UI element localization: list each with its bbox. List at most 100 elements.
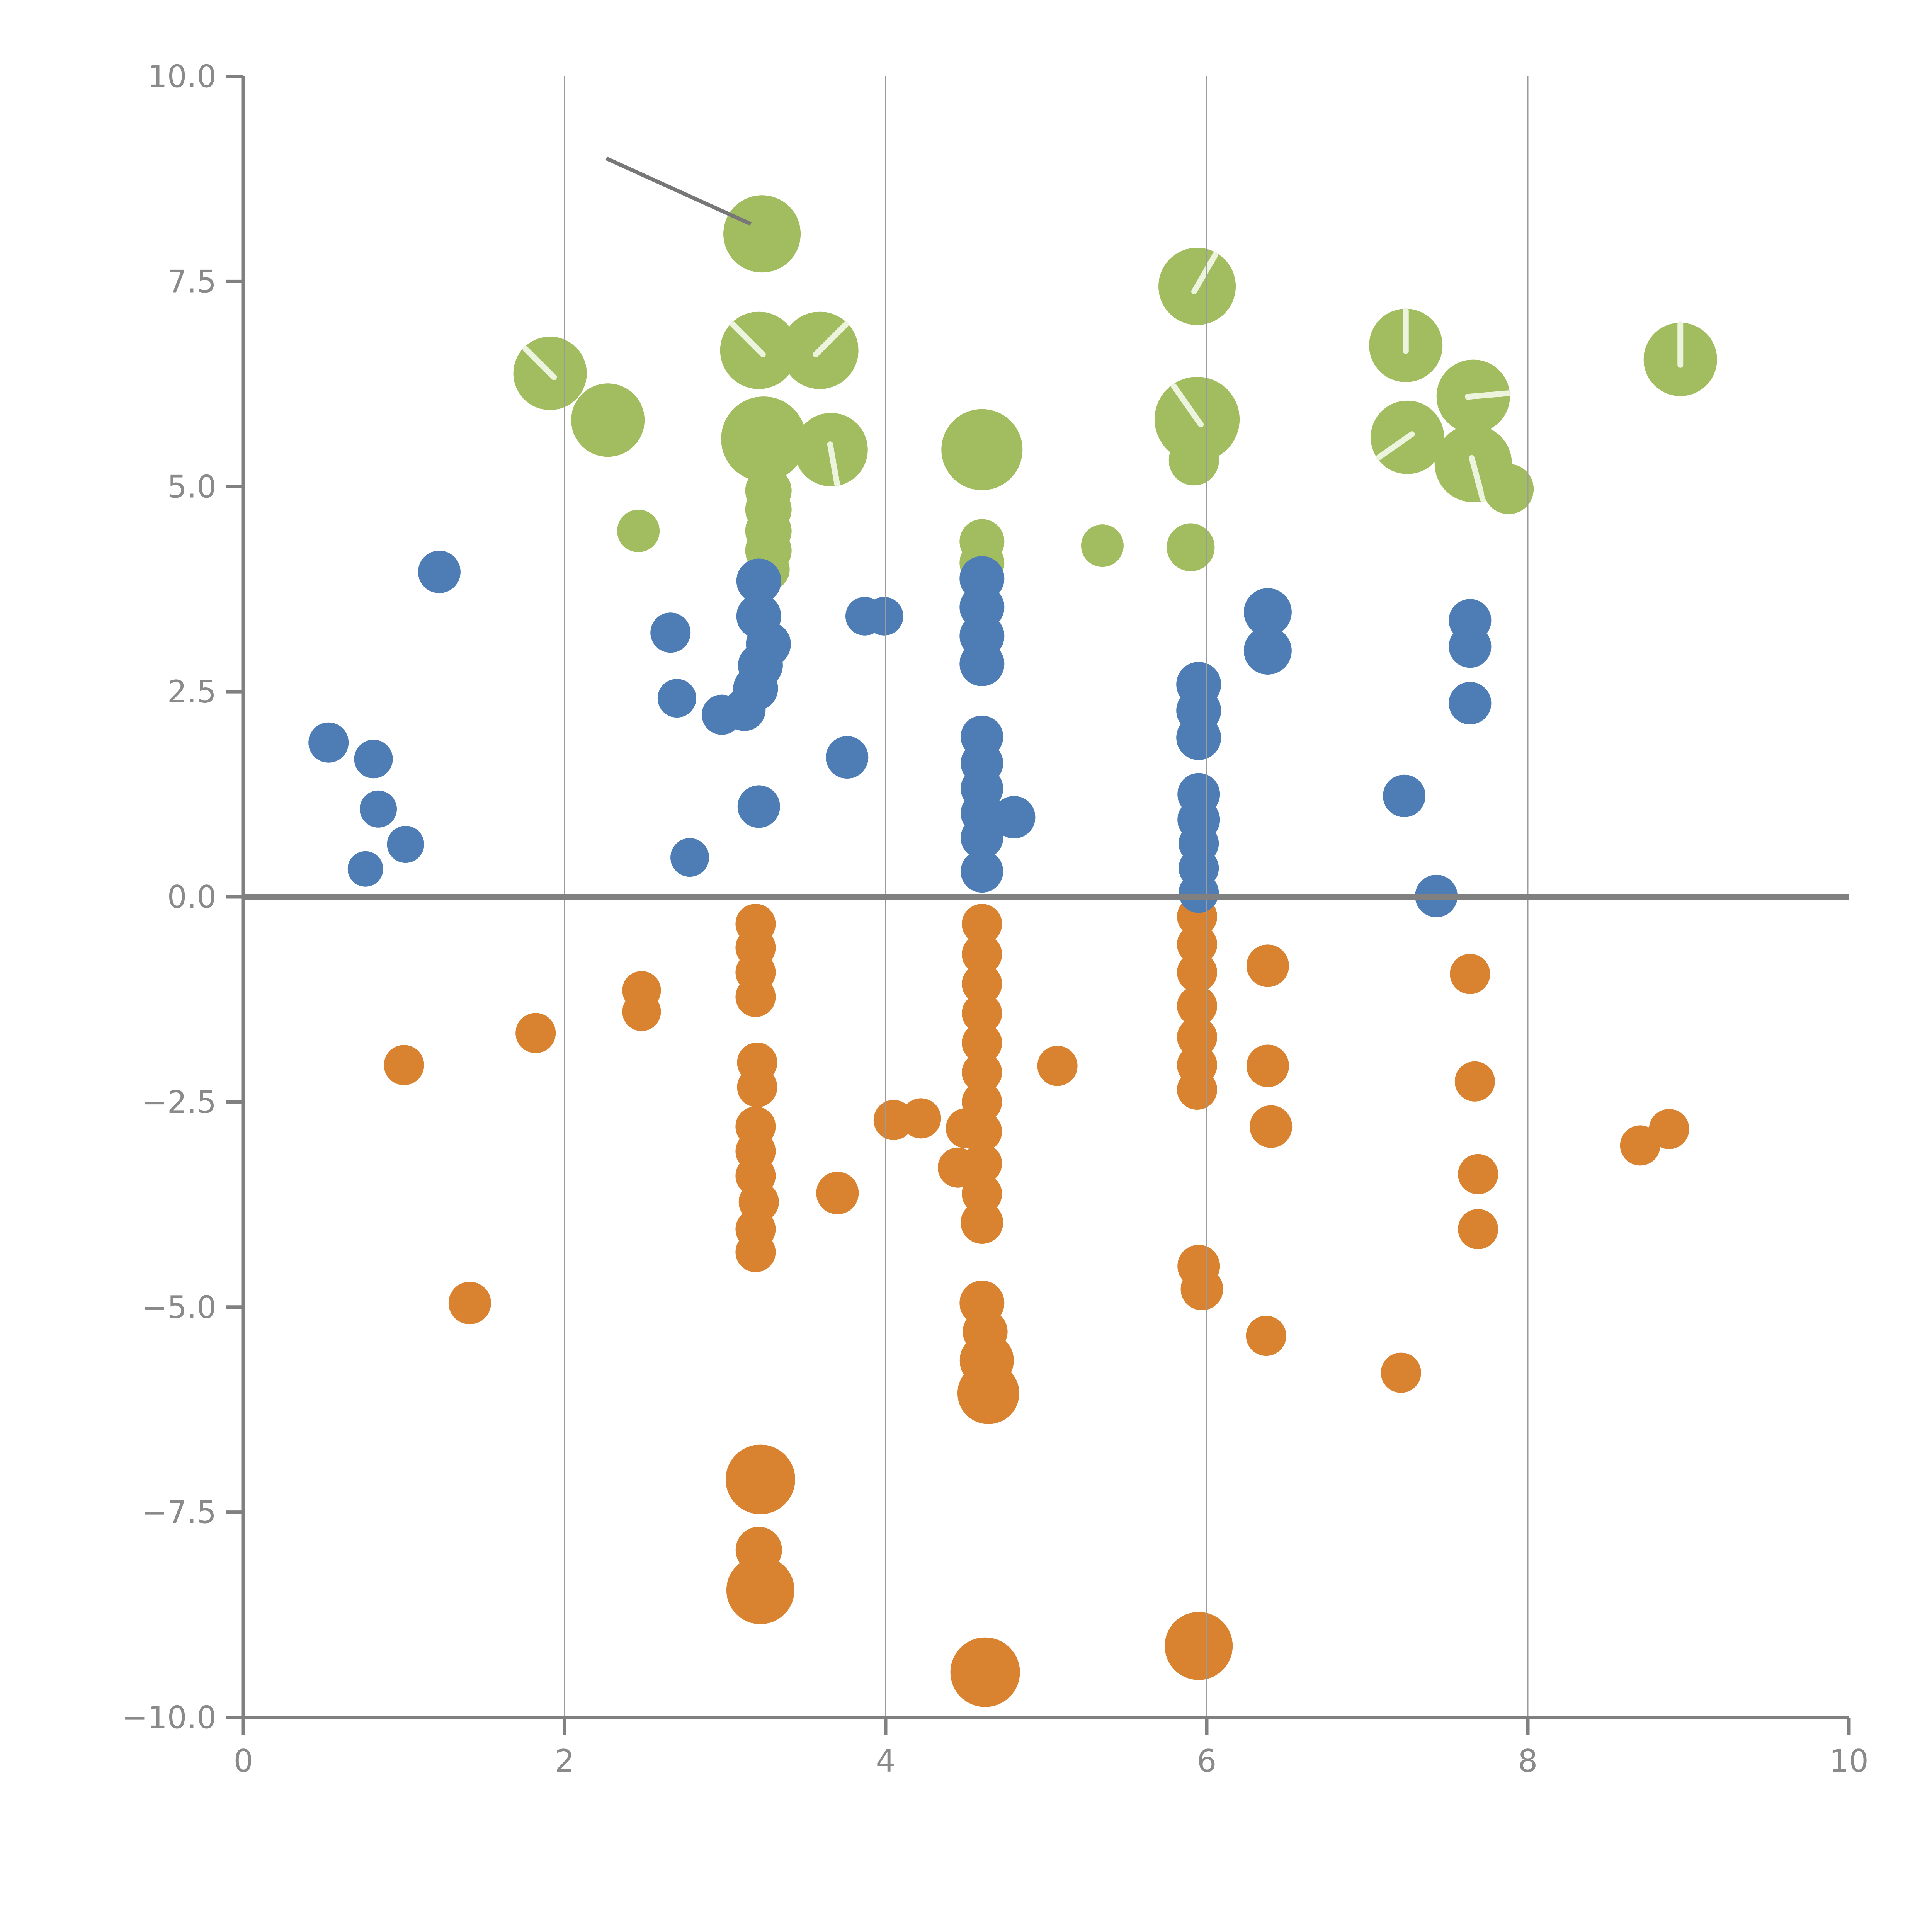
bubble-slash [730,321,766,357]
data-point-orange [962,904,1002,944]
data-point-blue [308,722,349,763]
x-tick-label: 6 [1197,1743,1217,1779]
data-point-blue [418,551,461,594]
bubble-slash [522,345,557,380]
data-point-green [1167,523,1215,571]
data-point-orange [1180,1268,1223,1311]
data-point-green [941,409,1023,490]
data-point-orange [1037,1046,1078,1086]
data-point-blue [360,790,397,828]
x-tick-label: 2 [555,1743,575,1779]
data-point-green [723,195,801,273]
data-point-green [1483,464,1534,514]
data-point-orange [962,1111,1002,1152]
annotation-line [605,156,752,226]
data-point-blue [354,740,393,779]
data-point-blue [650,612,691,653]
data-point-orange [1246,1316,1286,1356]
data-point-orange [962,934,1002,975]
data-point-blue [1243,626,1292,675]
y-tick-label: −7.5 [141,1495,216,1531]
data-point-orange [1450,954,1490,994]
data-point-blue [1243,588,1292,636]
data-point-orange [962,1082,1002,1122]
data-point-orange [737,1067,777,1107]
data-point-orange [1458,1209,1498,1250]
data-point-orange [962,1022,1002,1063]
data-point-blue [864,597,903,636]
data-point-green [721,396,806,482]
points-layer [308,195,1717,1707]
data-point-orange [735,977,776,1017]
data-point-orange [1381,1352,1421,1393]
data-point-green [1168,435,1219,486]
data-point-orange [1177,1070,1218,1110]
data-point-blue [959,641,1005,686]
data-point-orange [957,1362,1019,1424]
data-point-blue [737,785,780,828]
data-point-orange [448,1282,491,1325]
y-tick-label: 0.0 [167,879,216,915]
data-point-orange [735,1232,776,1272]
y-tick-label: −5.0 [141,1289,216,1325]
data-point-blue [387,826,424,863]
y-tick-label: 5.0 [167,469,216,505]
data-point-blue [670,838,709,877]
annotation-layer [605,156,752,226]
data-point-orange [1165,1612,1233,1680]
bubble-slash [813,321,849,357]
bubble-slash [1465,390,1511,400]
data-point-blue [961,850,1003,893]
y-tick-label: 7.5 [167,264,216,299]
data-point-orange [384,1045,424,1085]
data-point-blue [1449,625,1492,668]
data-point-orange [1246,1044,1289,1087]
data-point-orange [515,1013,556,1053]
data-point-orange [726,1556,794,1624]
data-point-orange [901,1098,941,1139]
data-point-blue [1179,872,1219,913]
y-tick-label: −2.5 [141,1084,216,1120]
data-point-orange [1250,1105,1293,1148]
bubble-slash [827,441,840,487]
data-point-green [617,509,660,552]
data-point-orange [962,993,1002,1034]
y-tick-label: 2.5 [167,674,216,710]
data-point-orange [962,1052,1002,1093]
data-point-blue [1383,774,1426,817]
data-point-green [571,383,645,457]
data-point-blue [826,736,869,779]
data-point-orange [725,1444,795,1514]
data-point-blue [347,851,383,887]
x-tick-label: 8 [1518,1743,1538,1779]
bubble-slash [1191,252,1219,294]
data-point-orange [1246,944,1289,987]
data-point-blue [961,816,1003,859]
data-point-blue [1449,682,1492,724]
data-point-orange [962,1143,1002,1184]
data-point-orange [1458,1154,1498,1194]
x-tick-label: 10 [1829,1743,1869,1779]
data-point-blue [1176,715,1221,760]
data-point-blue [657,679,696,718]
data-point-blue [723,688,766,731]
y-tick-label: −10.0 [122,1700,216,1736]
data-point-orange [961,1201,1003,1244]
data-point-green [1081,524,1124,567]
data-point-orange [1454,1061,1495,1102]
bubble-slash [1171,383,1204,428]
grid-layer [243,76,1849,1718]
y-tick-label: 10.0 [148,59,216,95]
x-tick-label: 4 [876,1743,896,1779]
data-point-orange [622,992,661,1031]
x-tick-label: 0 [234,1743,253,1779]
data-point-orange [962,964,1002,1004]
data-point-blue [736,558,781,604]
data-point-orange [950,1637,1020,1707]
data-point-blue [993,796,1036,839]
data-point-orange [1649,1109,1689,1149]
axis-layer: 10.0 7.5 5.0 2.5 0.0 −2.5 −5.0 −7.5 −10.0 0 2 4 6 8 10 [122,59,1869,1779]
bubble-slash [1469,455,1486,502]
